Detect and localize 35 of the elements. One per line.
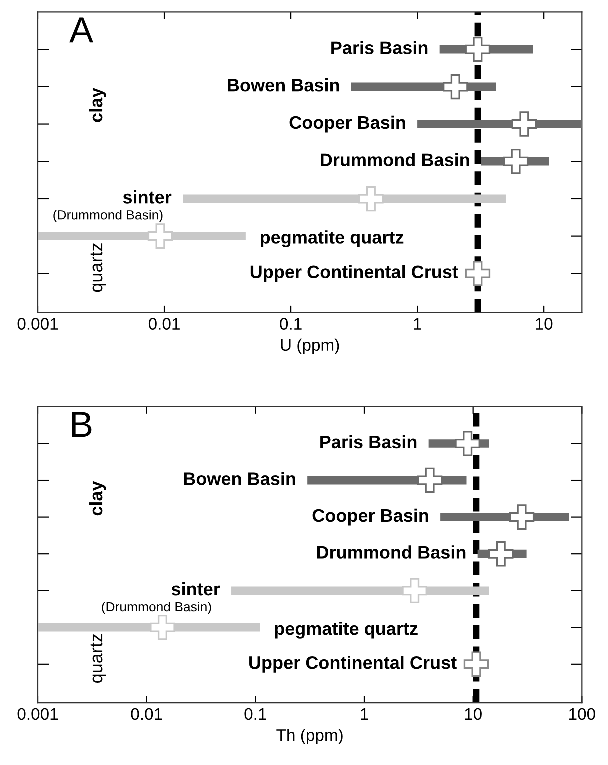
x-axis-title: U (ppm): [281, 338, 340, 354]
category-label: Upper Continental Crust: [250, 656, 457, 673]
x-tick-label: 100: [570, 708, 596, 720]
category-label: sinter: [172, 582, 220, 596]
annotation: clay: [89, 88, 106, 122]
x-tick-label: 0.001: [18, 318, 58, 330]
annotation: quartz: [90, 244, 106, 292]
x-axis-title: Th (ppm): [276, 728, 343, 745]
x-tick-label: 10: [465, 708, 482, 720]
category-label: Bowen Basin: [184, 472, 296, 486]
x-tick-label: 0.01: [131, 708, 162, 720]
category-label: Paris Basin: [320, 435, 417, 449]
category-label: sinter: [123, 190, 172, 204]
annotation: (Drummond Basin): [102, 602, 212, 614]
category-label: Cooper Basin: [290, 116, 406, 133]
x-tick-label: 0.1: [280, 318, 302, 330]
category-label: pegmatite quartz: [275, 622, 418, 639]
x-tick-label: 1: [361, 708, 368, 720]
x-tick-label: 0.001: [18, 708, 58, 720]
x-tick-label: 1: [414, 318, 422, 330]
x-tick-label: 0.01: [148, 318, 180, 330]
annotation: A: [70, 18, 94, 43]
category-label: Cooper Basin: [312, 508, 428, 526]
annotation: B: [72, 412, 92, 438]
category-label: Upper Continental Crust: [250, 265, 458, 282]
annotation: quartz: [90, 634, 106, 683]
category-label: Paris Basin: [332, 41, 428, 54]
category-label: pegmatite quartz: [261, 230, 404, 248]
category-label: Bowen Basin: [228, 78, 340, 92]
x-tick-label: 0.1: [244, 708, 266, 720]
x-tick-label: 10: [536, 318, 553, 330]
annotation: (Drummond Basin): [54, 210, 163, 222]
annotation: clay: [89, 481, 106, 516]
category-label: Drummond Basin: [321, 153, 470, 166]
category-label: Drummond Basin: [317, 546, 466, 559]
